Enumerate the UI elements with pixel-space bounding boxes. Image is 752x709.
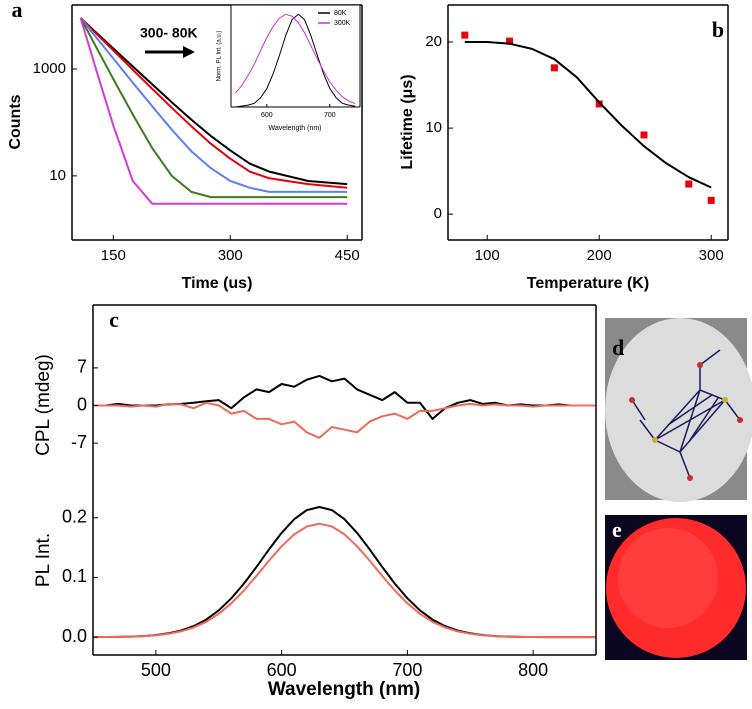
panel-label: b (712, 17, 724, 42)
y-tick-label: 0 (434, 205, 442, 222)
y-tick-label: 10 (425, 119, 442, 136)
y-axis-title: PL Int. (33, 533, 54, 587)
panel-label: a (12, 0, 23, 22)
y-tick-label: 0.2 (62, 506, 87, 526)
film (605, 318, 752, 502)
y-axis-title: Lifetime (μs) (399, 74, 416, 169)
chart-panel: 100 200 300 0 10 20 Temperature (K) Lifetime (μ… (399, 4, 729, 292)
x-tick-label: 300 (218, 247, 243, 264)
y-axis-title: Counts (7, 94, 24, 149)
chart-panel: -7 0 7 CPL (mdeg) c (33, 304, 597, 470)
series-line (93, 522, 596, 639)
x-tick-label: 150 (101, 247, 126, 264)
series-line (93, 506, 596, 639)
panel-label: c (109, 307, 119, 332)
x-axis-title: Wavelength (nm) (268, 125, 321, 132)
inset-background (231, 5, 360, 107)
x-tick-label: 300 (699, 247, 724, 264)
data-point (595, 100, 603, 108)
series-line (79, 17, 348, 189)
y-tick-label: -7 (71, 432, 87, 452)
y-tick-label: 1000 (33, 60, 66, 77)
series-line (93, 401, 596, 439)
atoms (652, 397, 728, 443)
x-tick-label: 200 (587, 247, 612, 264)
chart-panel: 150 300 450 10 1000 Time (us) Counts a 300- 80K (7, 0, 363, 292)
arrow-head (183, 46, 195, 58)
y-tick-label: 0.0 (62, 626, 87, 646)
data-point (506, 37, 514, 45)
plot-area (235, 13, 356, 107)
y-tick-label: 0 (77, 394, 87, 414)
data-point (550, 64, 558, 72)
glow (618, 528, 718, 628)
x-tick-label: 450 (335, 247, 360, 264)
data-point (685, 180, 693, 188)
x-tick-label: 100 (475, 247, 500, 264)
photo-e: e (605, 515, 747, 660)
x-tick-label: 500 (141, 660, 171, 680)
x-tick-label: 600 (267, 660, 297, 680)
x-axis-title: Wavelength (nm) (268, 679, 420, 700)
x-tick-label: 700 (324, 112, 336, 119)
legend-label: 300K (334, 20, 351, 27)
x-axis-title: Time (us) (182, 275, 253, 292)
panel-label: d (612, 335, 624, 360)
legend-label: 80K (334, 10, 347, 17)
series-line (235, 13, 356, 105)
y-axis-title: CPL (mdeg) (33, 354, 54, 456)
chart-panel: 500 600 700 800 0.0 0.1 0.2 Wavelength (nm) PL I… (33, 470, 597, 700)
data-point (640, 131, 648, 139)
y-tick-label: 10 (49, 167, 66, 184)
series-line (79, 17, 348, 193)
plot-area (461, 31, 715, 204)
y-tick-label: 20 (425, 33, 442, 50)
series-line (79, 17, 348, 205)
series-line (464, 41, 712, 189)
y-tick-label: 0.1 (62, 566, 87, 586)
panel-label: e (612, 517, 622, 542)
data-point (461, 31, 469, 39)
y-axis-title: Norm. PL Int. (a.u.) (217, 31, 223, 82)
series-line (79, 17, 348, 186)
photo-d: d (605, 318, 752, 502)
plot-area (93, 506, 596, 639)
y-tick-label: 7 (77, 357, 87, 377)
x-axis-title: Temperature (K) (527, 275, 649, 292)
x-tick-label: 600 (261, 112, 273, 119)
x-tick-label: 700 (392, 660, 422, 680)
series-line (235, 13, 356, 107)
series-line (93, 374, 596, 420)
x-tick-label: 800 (518, 660, 548, 680)
plot-area (79, 17, 348, 205)
annotation: 300- 80K (140, 25, 198, 41)
series-line (79, 17, 348, 199)
data-point (707, 196, 715, 204)
atoms (629, 362, 743, 481)
plot-area (93, 374, 596, 439)
